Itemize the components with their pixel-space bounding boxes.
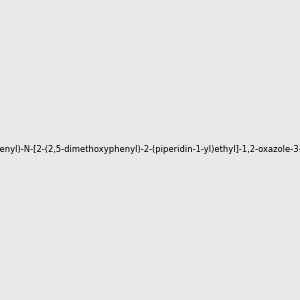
Text: 5-(4-chlorophenyl)-N-[2-(2,5-dimethoxyphenyl)-2-(piperidin-1-yl)ethyl]-1,2-oxazo: 5-(4-chlorophenyl)-N-[2-(2,5-dimethoxyph… bbox=[0, 146, 300, 154]
